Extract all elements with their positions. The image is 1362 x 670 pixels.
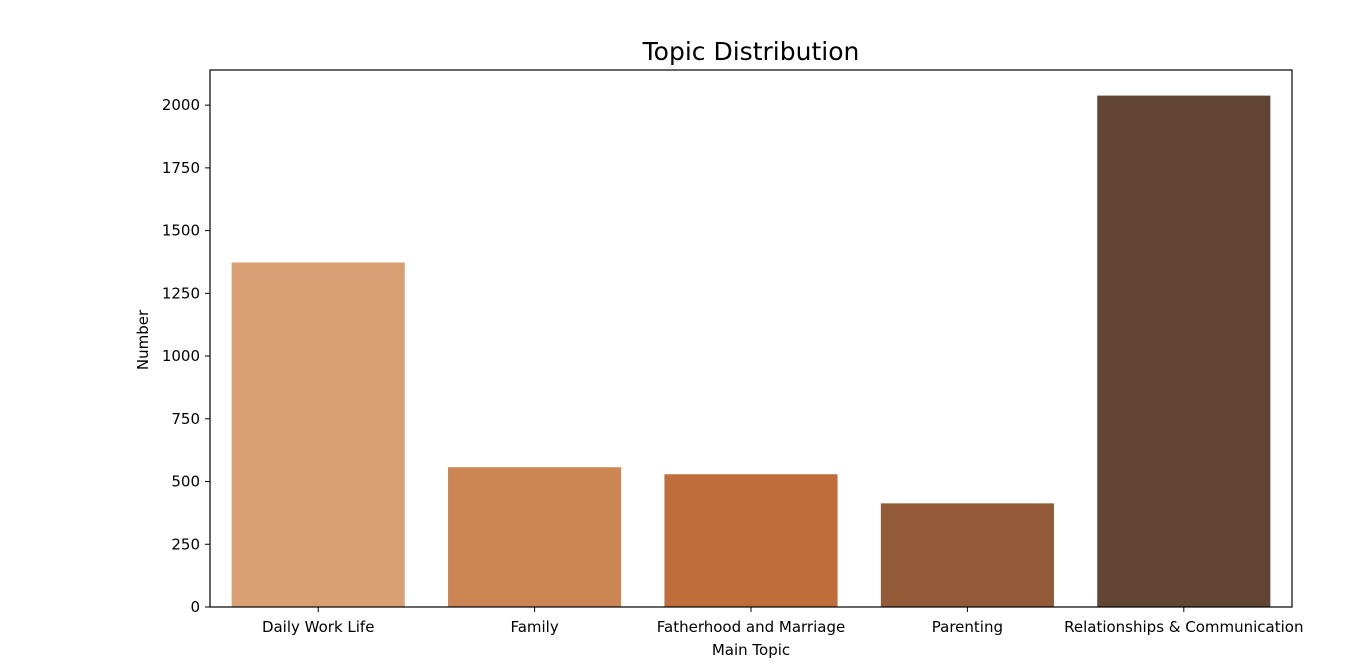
x-axis-label: Main Topic xyxy=(712,641,790,659)
y-axis: 0 250 500 750 1000 1250 1500 1750 2000 xyxy=(162,96,210,616)
plot-frame xyxy=(209,69,1293,608)
y-tick-label-0: 0 xyxy=(190,598,200,616)
y-tick-label-8: 2000 xyxy=(162,96,200,114)
x-tick-label-3: Parenting xyxy=(932,618,1003,636)
bar-1 xyxy=(448,467,622,607)
y-tick-label-2: 500 xyxy=(171,473,200,491)
y-tick-label-5: 1250 xyxy=(162,284,200,302)
x-tick-label-4: Relationships & Communication xyxy=(1064,618,1303,636)
x-tick-label-1: Family xyxy=(510,618,558,636)
bar-4 xyxy=(1097,95,1271,607)
y-tick-label-7: 1750 xyxy=(162,159,200,177)
x-tick-label-2: Fatherhood and Marriage xyxy=(657,618,845,636)
y-tick-label-3: 750 xyxy=(171,410,200,428)
x-tick-label-0: Daily Work Life xyxy=(262,618,375,636)
bar-0 xyxy=(231,262,405,607)
bars-layer xyxy=(231,95,1271,607)
y-tick-label-6: 1500 xyxy=(162,222,200,240)
y-axis-label: Number xyxy=(134,309,152,370)
bar-3 xyxy=(880,503,1054,607)
y-tick-label-1: 250 xyxy=(171,535,200,553)
chart-title: Topic Distribution xyxy=(642,37,860,66)
x-axis: Daily Work Life Family Fatherhood and Marr… xyxy=(262,607,1303,636)
bar-2 xyxy=(664,474,838,607)
y-tick-label-4: 1000 xyxy=(162,347,200,365)
